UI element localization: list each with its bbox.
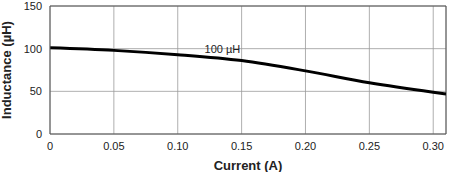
svg-text:150: 150	[24, 0, 42, 12]
svg-text:0.05: 0.05	[103, 140, 124, 152]
svg-text:0.25: 0.25	[359, 140, 380, 152]
svg-text:100: 100	[24, 43, 42, 55]
svg-text:0: 0	[47, 140, 53, 152]
svg-text:Current (A): Current (A)	[214, 158, 283, 172]
svg-text:50: 50	[30, 85, 42, 97]
svg-text:Inductance (µH): Inductance (µH)	[0, 21, 14, 119]
svg-text:0.10: 0.10	[167, 140, 188, 152]
svg-text:0.15: 0.15	[231, 140, 252, 152]
svg-text:0.30: 0.30	[423, 140, 444, 152]
svg-text:0: 0	[36, 128, 42, 140]
svg-text:100 µH: 100 µH	[205, 43, 241, 55]
svg-text:0.20: 0.20	[295, 140, 316, 152]
